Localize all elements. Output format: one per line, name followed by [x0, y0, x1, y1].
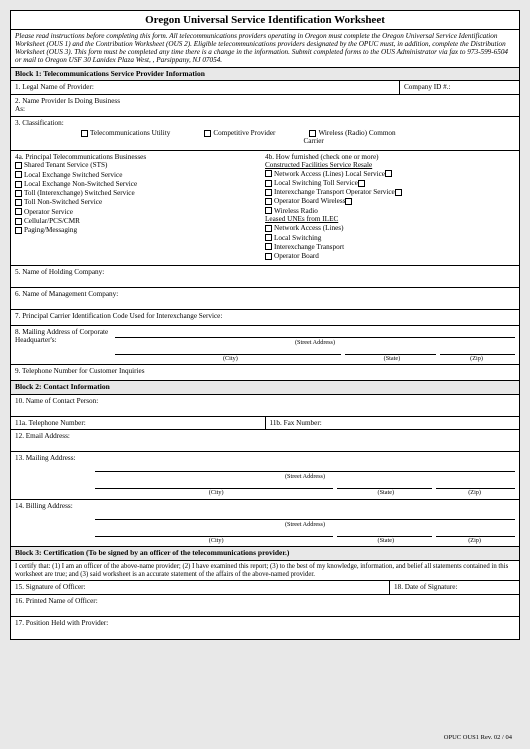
cb-local-switching[interactable]: Local Switching Toll Service	[265, 178, 515, 187]
opt-wireless[interactable]: Wireless (Radio) Common Carrier	[303, 129, 413, 146]
cb-une-local[interactable]: Local Switching	[265, 233, 515, 242]
date-label: 18. Date of Signature:	[389, 581, 519, 593]
row-position: 17. Position Held with Provider:	[11, 617, 519, 639]
opt-telecom-utility[interactable]: Telecommunications Utility	[75, 129, 170, 146]
row-phone: 9. Telephone Number for Customer Inquiri…	[11, 365, 519, 381]
zip-line[interactable]	[440, 346, 515, 355]
billing-14-label: 14. Billing Address:	[15, 502, 515, 510]
cb-toll-nonswitched[interactable]: Toll Non-Switched Service	[15, 198, 265, 207]
telephone-label: 11a. Telephone Number:	[11, 417, 265, 429]
row-businesses: 4a. Principal Telecommunications Busines…	[11, 151, 519, 266]
block1-header: Block 1: Telecommunications Service Prov…	[11, 68, 519, 82]
cb-une-net[interactable]: Network Access (Lines)	[265, 224, 515, 233]
cb-local-switched[interactable]: Local Exchange Switched Service	[15, 170, 265, 179]
label-4b-h2: Leased UNEs from ILEC	[265, 215, 515, 223]
row-sig-date: 15. Signature of Officer: 18. Date of Si…	[11, 581, 519, 594]
checkbox-icon[interactable]	[204, 130, 211, 137]
company-id-label: Company ID #.:	[399, 81, 519, 93]
row-mailing-13: 13. Mailing Address: (Street Address) (C…	[11, 452, 519, 500]
page-title: Oregon Universal Service Identification …	[11, 11, 519, 30]
fax-label: 11b. Fax Number:	[265, 417, 520, 429]
row-cic: 7. Principal Carrier Identification Code…	[11, 310, 519, 326]
footer-rev: OPUC OUS1 Rev. 02 / 04	[440, 732, 516, 743]
street-line[interactable]	[115, 328, 515, 338]
legal-name-label: 1. Legal Name of Provider:	[11, 81, 399, 93]
cb-net-access[interactable]: Network Access (Lines) Local Service	[265, 169, 515, 178]
row-contact-name: 10. Name of Contact Person:	[11, 395, 519, 417]
intro-text: Please read instructions before completi…	[11, 30, 519, 68]
row-holding: 5. Name of Holding Company:	[11, 266, 519, 288]
row-legal-name: 1. Legal Name of Provider: Company ID #.…	[11, 81, 519, 94]
cb-une-op[interactable]: Operator Board	[265, 252, 515, 261]
dba-label: 2. Name Provider Is Doing Business As:	[15, 97, 125, 114]
col-4b: 4b. How furnished (check one or more) Co…	[265, 153, 515, 261]
checkbox-icon[interactable]	[309, 130, 316, 137]
checkbox-icon[interactable]	[81, 130, 88, 137]
label-4a: 4a. Principal Telecommunications Busines…	[15, 153, 265, 161]
col-4a: 4a. Principal Telecommunications Busines…	[15, 153, 265, 261]
row-printed-name: 16. Printed Name of Officer:	[11, 595, 519, 617]
row-phone-fax: 11a. Telephone Number: 11b. Fax Number:	[11, 417, 519, 430]
cb-op-board[interactable]: Operator Board Wireless	[265, 197, 515, 206]
mailing-label: 8. Mailing Address of Corporate Headquar…	[15, 328, 115, 362]
classification-label: 3. Classification:	[15, 119, 64, 127]
cert-text: I certify that: (1) I am an officer of t…	[11, 561, 519, 582]
cb-inter-transport[interactable]: Interexchange Transport Operator Service	[265, 188, 515, 197]
opt-competitive[interactable]: Competitive Provider	[198, 129, 275, 146]
label-4b: 4b. How furnished (check one or more)	[265, 153, 515, 161]
cb-wireless-radio[interactable]: Wireless Radio	[265, 206, 515, 215]
cb-operator[interactable]: Operator Service	[15, 207, 265, 216]
block3-header: Block 3: Certification (To be signed by …	[11, 547, 519, 561]
street-sublabel: (Street Address)	[115, 339, 515, 346]
row-billing-14: 14. Billing Address: (Street Address) (C…	[11, 500, 519, 548]
row-dba: 2. Name Provider Is Doing Business As:	[11, 95, 519, 117]
label-4b-h1: Constructed Facilities Service Resale	[265, 161, 515, 169]
cb-cellular[interactable]: Cellular/PCS/CMR	[15, 216, 265, 225]
row-email: 12. Email Address:	[11, 430, 519, 452]
form-page: Oregon Universal Service Identification …	[10, 10, 520, 640]
state-line[interactable]	[345, 346, 435, 355]
row-classification: 3. Classification: Telecommunications Ut…	[11, 117, 519, 151]
cb-une-inter[interactable]: Interexchange Transport	[265, 242, 515, 251]
row-mailing-addr: 8. Mailing Address of Corporate Headquar…	[11, 326, 519, 365]
csz-labels: (City)(State)(Zip)	[115, 355, 515, 362]
row-mgmt: 6. Name of Management Company:	[11, 288, 519, 310]
cb-paging[interactable]: Paging/Messaging	[15, 226, 265, 235]
cb-local-nonswitched[interactable]: Local Exchange Non-Switched Service	[15, 179, 265, 188]
cb-toll-switched[interactable]: Toll (Interexchange) Switched Service	[15, 189, 265, 198]
signature-label: 15. Signature of Officer:	[11, 581, 389, 593]
mailing-13-label: 13. Mailing Address:	[15, 454, 515, 462]
block2-header: Block 2: Contact Information	[11, 381, 519, 395]
city-line[interactable]	[115, 346, 341, 355]
cb-sts[interactable]: Shared Tenant Service (STS)	[15, 161, 265, 170]
